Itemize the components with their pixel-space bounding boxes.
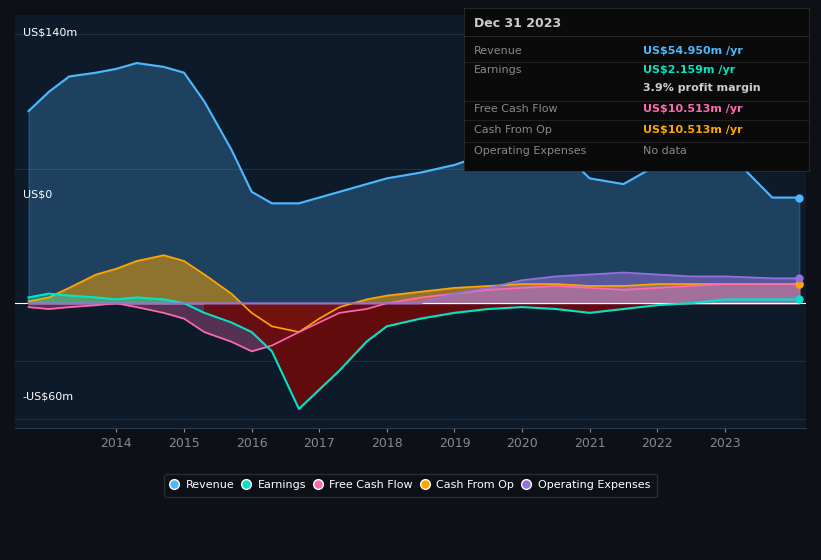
Text: No data: No data	[643, 146, 687, 156]
Text: US$54.950m /yr: US$54.950m /yr	[643, 45, 743, 55]
Text: Dec 31 2023: Dec 31 2023	[475, 16, 562, 30]
Text: Cash From Op: Cash From Op	[475, 125, 552, 135]
Text: US$2.159m /yr: US$2.159m /yr	[643, 65, 736, 75]
Legend: Revenue, Earnings, Free Cash Flow, Cash From Op, Operating Expenses: Revenue, Earnings, Free Cash Flow, Cash …	[164, 474, 657, 497]
Text: US$10.513m /yr: US$10.513m /yr	[643, 125, 743, 135]
Text: -US$60m: -US$60m	[23, 391, 74, 402]
Text: US$10.513m /yr: US$10.513m /yr	[643, 104, 743, 114]
Text: US$0: US$0	[23, 190, 53, 200]
Text: 3.9% profit margin: 3.9% profit margin	[643, 83, 761, 93]
Text: US$140m: US$140m	[23, 27, 77, 38]
Text: Revenue: Revenue	[475, 45, 523, 55]
Text: Free Cash Flow: Free Cash Flow	[475, 104, 557, 114]
Text: Operating Expenses: Operating Expenses	[475, 146, 586, 156]
Text: Earnings: Earnings	[475, 65, 523, 75]
